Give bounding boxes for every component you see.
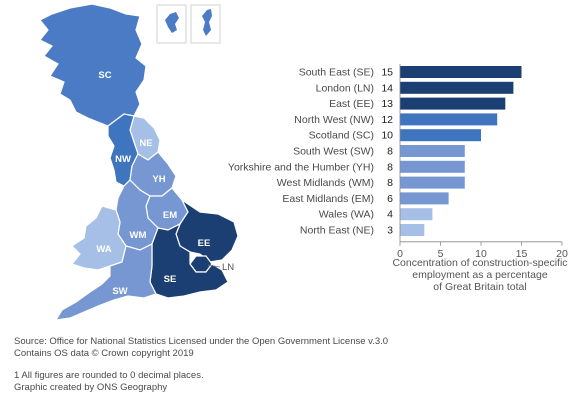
map-label-nw: NW xyxy=(115,154,131,165)
map-label-wa: WA xyxy=(96,244,111,255)
map-label-ln: LN xyxy=(222,262,234,273)
category-label-east-ee: East (EE) xyxy=(329,98,374,110)
value-label-yorkshire-and-the-humber-yh: 8 xyxy=(387,161,393,173)
x-axis-title-line-3: of Great Britain total xyxy=(433,281,527,293)
category-label-london-ln: London (LN) xyxy=(316,82,374,94)
value-label-west-midlands-wm: 8 xyxy=(387,177,393,189)
region-wa xyxy=(70,205,127,271)
value-label-north-east-ne: 3 xyxy=(387,225,393,237)
bar-west-midlands-wm xyxy=(400,176,465,189)
map-label-ee: EE xyxy=(198,238,211,249)
value-label-east-ee: 13 xyxy=(381,98,393,110)
note-line-1: 1 All figures are rounded to 0 decimal p… xyxy=(14,370,204,381)
map-label-em: EM xyxy=(163,210,177,221)
bar-north-west-nw xyxy=(400,113,498,126)
x-axis-title: Concentration of construction-specific e… xyxy=(363,257,574,293)
x-axis-title-line-2: employment as a percentage xyxy=(412,269,548,281)
bar-east-midlands-em xyxy=(400,192,449,205)
value-label-london-ln: 14 xyxy=(381,82,393,94)
bar-east-ee xyxy=(400,97,506,110)
source-line-2: Contains OS data © Crown copyright 2019 xyxy=(14,348,194,359)
map-label-wm: WM xyxy=(130,230,147,241)
category-label-south-west-sw: South West (SW) xyxy=(293,146,374,158)
map-label-sc: SC xyxy=(98,70,111,81)
islands-inset xyxy=(156,4,221,44)
map-label-sw: SW xyxy=(112,286,127,297)
region-sw xyxy=(54,243,157,321)
value-label-south-east-se: 15 xyxy=(381,67,393,79)
x-tick-label-0: 0 xyxy=(397,248,403,260)
value-label-north-west-nw: 12 xyxy=(381,114,393,126)
bar-north-east-ne xyxy=(400,224,425,236)
bar-scotland-sc xyxy=(400,129,481,142)
x-tick-label-15: 15 xyxy=(516,248,528,260)
map-label-yh: YH xyxy=(152,174,165,185)
source-line-1: Source: Office for National Statistics L… xyxy=(14,336,389,347)
bar-yorkshire-and-the-humber-yh xyxy=(400,160,465,173)
value-label-wales-wa: 4 xyxy=(387,209,393,221)
x-tick-label-10: 10 xyxy=(475,248,487,260)
bar-wales-wa xyxy=(400,208,433,221)
category-label-scotland-sc: Scotland (SC) xyxy=(309,130,374,142)
category-label-west-midlands-wm: West Midlands (WM) xyxy=(277,177,374,189)
value-label-scotland-sc: 10 xyxy=(381,130,393,142)
x-tick-label-5: 5 xyxy=(438,248,444,260)
ln-leader-line xyxy=(207,264,221,268)
bar-south-west-sw xyxy=(400,145,465,157)
category-label-east-midlands-em: East Midlands (EM) xyxy=(282,193,374,205)
value-label-south-west-sw: 8 xyxy=(387,146,393,158)
note-line-2: Graphic created by ONS Geography xyxy=(14,382,168,393)
x-axis-title-line-1: Concentration of construction-specific xyxy=(392,257,568,269)
bar-london-ln xyxy=(400,81,514,94)
bar-south-east-se xyxy=(400,66,522,78)
category-label-north-east-ne: North East (NE) xyxy=(300,225,374,237)
category-label-north-west-nw: North West (NW) xyxy=(294,114,374,126)
map-label-se: SE xyxy=(164,274,177,285)
category-label-yorkshire-and-the-humber-yh: Yorkshire and the Humber (YH) xyxy=(228,161,374,173)
category-label-south-east-se: South East (SE) xyxy=(299,67,374,79)
map-label-ne: NE xyxy=(139,138,152,149)
category-label-wales-wa: Wales (WA) xyxy=(319,209,374,221)
value-label-east-midlands-em: 6 xyxy=(387,193,393,205)
x-tick-label-20: 20 xyxy=(556,248,568,260)
